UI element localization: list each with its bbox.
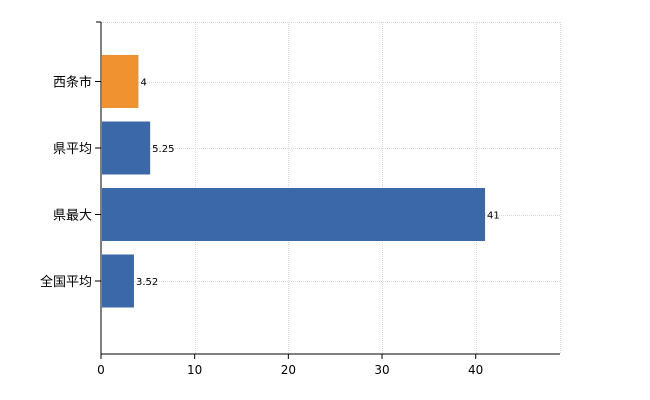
category-label: 西条市 xyxy=(53,75,92,91)
bar xyxy=(102,254,134,308)
axes xyxy=(95,21,560,359)
bar xyxy=(102,55,139,108)
bars xyxy=(102,55,486,308)
x-tick-label: 20 xyxy=(281,363,296,377)
value-label: 41 xyxy=(487,211,500,222)
bar xyxy=(102,121,151,175)
value-label: 4 xyxy=(140,78,146,89)
value-label: 5.25 xyxy=(152,144,174,155)
bar xyxy=(102,188,486,241)
x-tick-label: 0 xyxy=(97,363,105,377)
x-tick-label: 40 xyxy=(468,363,483,377)
category-label: 全国平均 xyxy=(40,274,92,290)
x-tick-label: 30 xyxy=(374,363,389,377)
x-tick-label: 10 xyxy=(187,363,202,377)
value-label: 3.52 xyxy=(136,277,158,288)
labels: 4 西条市 5.25 県平均 41 県最大 3.52 全国平均 0 10 20 30 40 xyxy=(40,75,500,378)
category-label: 県最大 xyxy=(53,209,92,224)
category-label: 県平均 xyxy=(53,142,92,157)
